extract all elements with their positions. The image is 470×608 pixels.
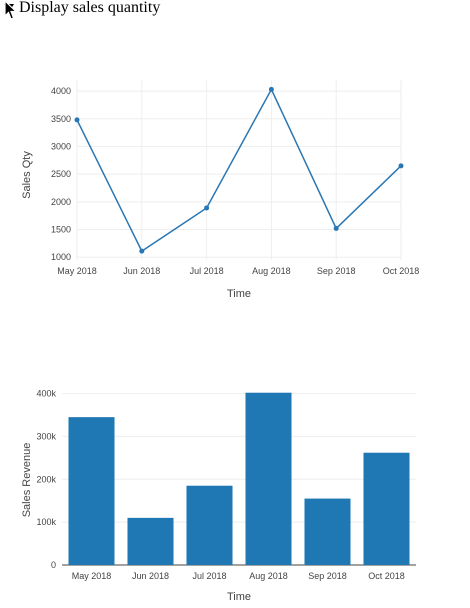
qty-y-ticks: 1000 1500 2000 2500 3000 3500 4000 [51,86,71,262]
point-jul-2018[interactable] [204,205,210,211]
y-tick-label: 3500 [51,114,71,124]
bar-jun-2018[interactable] [127,517,174,565]
mouse-cursor-icon [4,0,18,20]
point-jun-2018[interactable] [139,248,145,254]
y-tick-label: 200k [36,474,56,484]
x-tick-label: Jun 2018 [123,266,160,276]
qty-series [74,86,404,254]
qty-x-axis-title: Time [227,288,251,300]
y-tick-label: 4000 [51,86,71,96]
x-tick-label: Oct 2018 [383,266,420,276]
rev-y-axis-title: Sales Revenue [21,443,33,518]
point-sep-2018[interactable] [333,225,339,231]
y-tick-label: 100k [36,517,56,527]
y-tick-label: 2500 [51,169,71,179]
qty-y-axis-title: Sales Qty [21,151,33,199]
x-tick-label: Jun 2018 [132,571,169,581]
rev-y-ticks: 0 100k 200k 300k 400k [36,389,56,570]
x-tick-label: Oct 2018 [368,571,405,581]
bar-may-2018[interactable] [68,417,115,565]
qty-x-ticks: May 2018 Jun 2018 Jul 2018 Aug 2018 Sep 2018… [57,266,419,276]
bar-aug-2018[interactable] [245,392,292,565]
x-tick-label: May 2018 [57,266,97,276]
point-oct-2018[interactable] [398,163,404,169]
x-tick-label: Jul 2018 [190,266,224,276]
point-may-2018[interactable] [74,117,80,123]
rev-x-axis-title: Time [227,591,251,603]
x-tick-label: Sep 2018 [308,571,347,581]
rev-x-ticks: May 2018 Jun 2018 Jul 2018 Aug 2018 Sep 2018… [72,571,405,581]
bar-oct-2018[interactable] [363,452,410,565]
x-tick-label: Aug 2018 [252,266,291,276]
y-tick-label: 1000 [51,252,71,262]
sales-qty-line-chart: 1000 1500 2000 2500 3000 3500 4000 May 2018 Jun… [21,80,419,300]
sales-revenue-bar-chart: 0 100k 200k 300k 400k May 2018 Jun 2018 Jul 20… [21,389,416,603]
rev-bars [68,392,410,565]
bar-sep-2018[interactable] [304,498,351,565]
y-tick-label: 400k [36,389,56,399]
y-tick-label: 3000 [51,141,71,151]
x-tick-label: May 2018 [72,571,112,581]
series-line [76,87,402,253]
sales-qty-disclosure-toggle[interactable]: Display sales quantity [4,0,160,17]
qty-gridlines [76,80,402,260]
y-tick-label: 0 [51,560,56,570]
x-tick-label: Jul 2018 [192,571,226,581]
y-tick-label: 300k [36,431,56,441]
point-aug-2018[interactable] [268,86,274,92]
bar-jul-2018[interactable] [186,485,233,565]
rev-gridlines [62,393,416,566]
y-tick-label: 1500 [51,225,71,235]
x-tick-label: Sep 2018 [317,266,356,276]
disclosure-label: Display sales quantity [19,0,161,16]
y-tick-label: 2000 [51,197,71,207]
x-tick-label: Aug 2018 [249,571,288,581]
